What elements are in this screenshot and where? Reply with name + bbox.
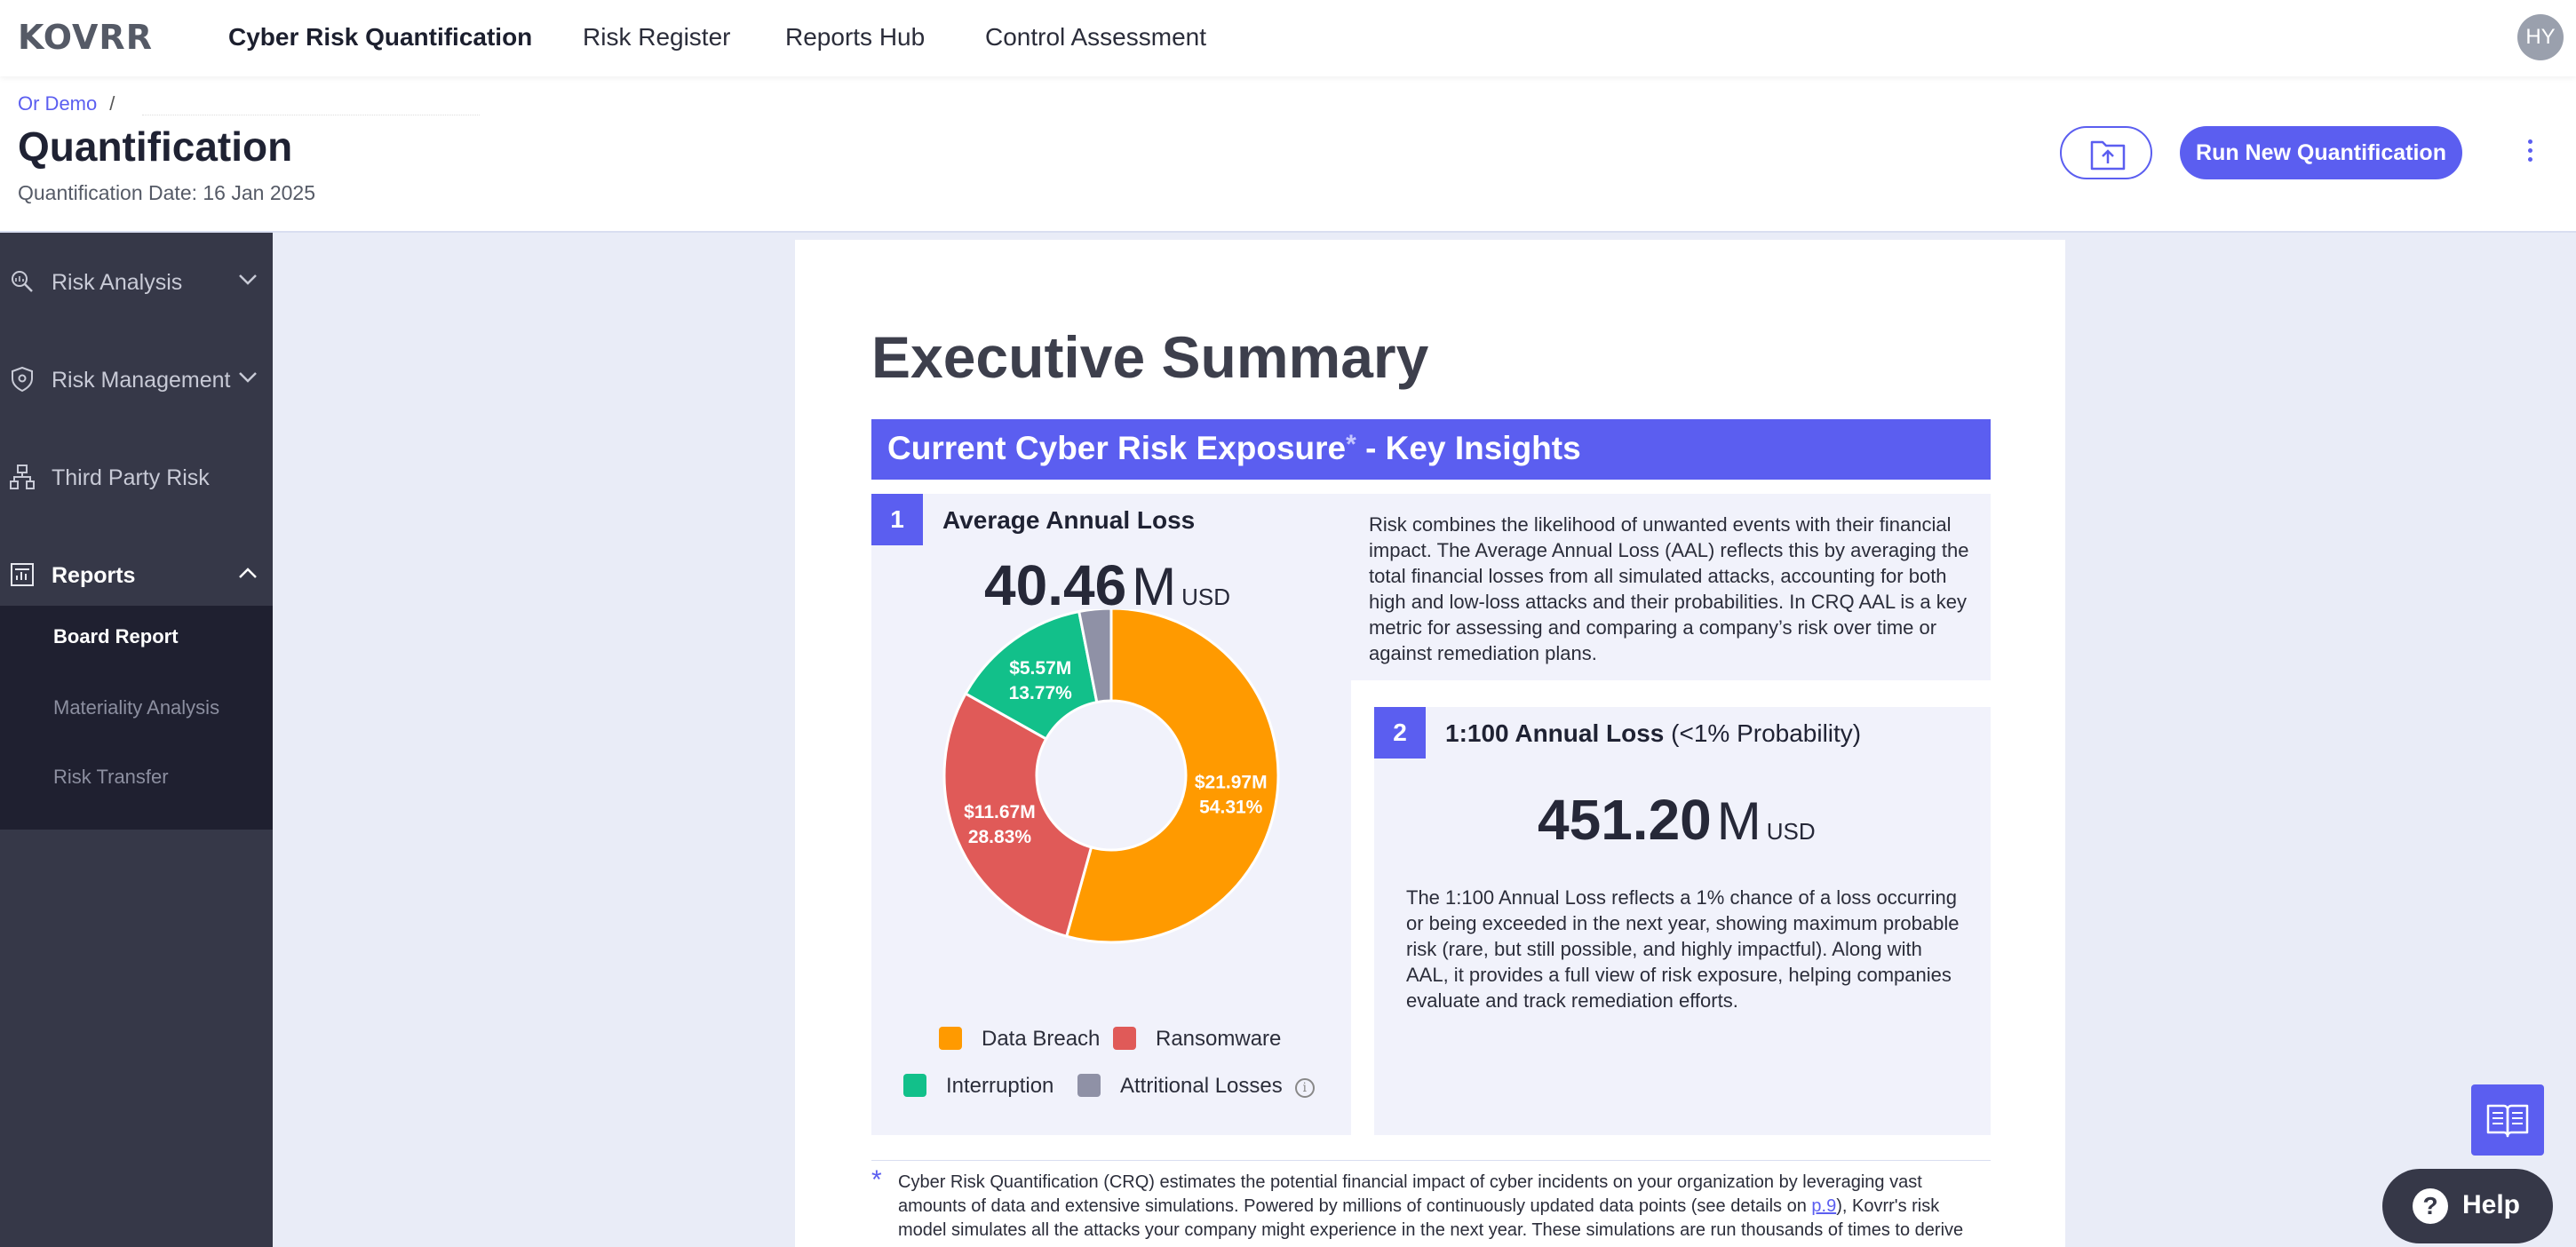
slice-value-label: $5.57M: [1009, 658, 1071, 679]
section-number-badge: 1: [871, 494, 923, 545]
sidebar-subitem-board-report[interactable]: Board Report: [53, 625, 179, 647]
loss-100-panel: 2 1:100 Annual Loss (<1% Probability) 45…: [1374, 707, 1991, 1135]
legend-swatch: [1113, 1027, 1136, 1050]
donut-slice-interruption[interactable]: [964, 609, 1099, 741]
kovrr-logo[interactable]: KOVRR: [18, 18, 153, 57]
legend-label: Ransomware: [1156, 1027, 1282, 1051]
aal-value: 40.46 M USD: [984, 552, 1230, 618]
breadcrumb-link-or-demo[interactable]: Or Demo: [18, 92, 98, 115]
footnote-part-a: Cyber Risk Quantification (CRQ) estimate…: [898, 1172, 1922, 1216]
footnote-star: *: [871, 1165, 882, 1195]
user-avatar[interactable]: HY: [2517, 14, 2564, 60]
sidebar-item-label: Reports: [52, 563, 136, 588]
aal-currency: USD: [1181, 584, 1231, 610]
report-page: Executive Summary Current Cyber Risk Exp…: [795, 240, 2065, 1247]
search-chart-icon: [12, 271, 33, 292]
breadcrumb: Or Demo /: [18, 92, 115, 115]
loss-100-description: The 1:100 Annual Loss reflects a 1% chan…: [1406, 886, 1960, 1012]
help-label: Help: [2462, 1190, 2521, 1219]
slice-percent-label: 54.31%: [1199, 797, 1263, 817]
sidebar-item-reports[interactable]: Reports: [0, 549, 273, 602]
nav-risk-register[interactable]: Risk Register: [583, 23, 731, 51]
sidebar-subitem-materiality-analysis[interactable]: Materiality Analysis: [53, 696, 220, 719]
legend-label: Interruption: [946, 1074, 1054, 1098]
aal-panel: 1 Average Annual Loss 40.46 M USD $21.97M 5…: [871, 494, 1351, 1135]
banner-star: *: [1346, 430, 1356, 459]
shield-icon: [12, 366, 33, 393]
chevron-up-icon: [239, 568, 257, 578]
chevron-down-icon: [239, 372, 257, 383]
sidebar-item-third-party-risk[interactable]: Third Party Risk: [0, 451, 273, 504]
loss-100-number: 451.20: [1538, 788, 1712, 852]
export-icon: [2090, 140, 2126, 171]
legend-swatch: [1077, 1074, 1101, 1097]
breadcrumb-separator: /: [109, 92, 115, 115]
sidebar: Risk Analysis Risk Management Third Part…: [0, 233, 273, 1247]
report-title: Executive Summary: [871, 324, 1429, 390]
help-button[interactable]: ? Help: [2382, 1169, 2553, 1243]
sidebar-subitem-risk-transfer[interactable]: Risk Transfer: [53, 766, 169, 788]
nav-control-assessment[interactable]: Control Assessment: [985, 23, 1206, 51]
loss-100-currency: USD: [1766, 818, 1816, 845]
info-icon[interactable]: i: [1294, 1078, 1315, 1098]
legend-label: Data Breach: [982, 1027, 1101, 1051]
footnote-part-b: ), Kovrr's risk model simulates all the …: [898, 1196, 1964, 1240]
section-number-badge: 2: [1374, 707, 1426, 759]
aal-unit: M: [1132, 557, 1177, 616]
quantification-date: Quantification Date: 16 Jan 2025: [18, 181, 316, 204]
sidebar-item-risk-analysis[interactable]: Risk Analysis: [0, 256, 273, 309]
sidebar-item-label: Risk Analysis: [52, 270, 183, 295]
aal-title: Average Annual Loss: [942, 506, 1196, 534]
slice-value-label: $21.97M: [1195, 772, 1268, 792]
documentation-button[interactable]: [2471, 1084, 2544, 1156]
slice-percent-label: 13.77%: [1009, 683, 1073, 703]
loss-100-unit: M: [1716, 791, 1761, 851]
top-navigation: KOVRR Cyber Risk Quantification Risk Reg…: [0, 0, 2576, 76]
loss-100-value: 451.20 M USD: [1538, 787, 1816, 853]
legend-ransomware[interactable]: Ransomware: [1113, 1027, 1281, 1052]
report-icon: [11, 563, 34, 586]
slice-value-label: $11.67M: [964, 802, 1036, 822]
question-icon: ?: [2413, 1188, 2448, 1224]
slice-percent-label: 28.83%: [968, 827, 1032, 847]
legend-label: Attritional Losses: [1120, 1074, 1283, 1098]
banner-suffix: - Key Insights: [1356, 430, 1581, 466]
donut-slice-ransomware[interactable]: [942, 691, 1093, 938]
donut-slice-attritional-losses[interactable]: [1077, 609, 1113, 704]
footnote-divider: [871, 1160, 1991, 1161]
nav-reports-hub[interactable]: Reports Hub: [785, 23, 926, 51]
loss-100-title-bold: 1:100 Annual Loss: [1445, 719, 1665, 747]
reports-submenu: Board Report Materiality Analysis Risk T…: [0, 606, 273, 830]
banner-title: Current Cyber Risk Exposure: [887, 430, 1347, 466]
section-banner: Current Cyber Risk Exposure* - Key Insig…: [871, 419, 1991, 480]
legend-data-breach[interactable]: Data Breach: [939, 1027, 1100, 1052]
page-header: Or Demo / Quantification Quantification D…: [0, 76, 2576, 233]
sidebar-item-label: Risk Management: [52, 368, 231, 393]
more-options-icon[interactable]: [2521, 135, 2539, 171]
legend-swatch: [939, 1027, 962, 1050]
loss-100-title: 1:100 Annual Loss (<1% Probability): [1445, 719, 1861, 748]
network-icon: [10, 465, 35, 489]
sidebar-item-risk-management[interactable]: Risk Management: [0, 353, 273, 407]
breadcrumb-current-input[interactable]: [142, 89, 480, 115]
loss-100-title-probability: (<1% Probability): [1664, 719, 1862, 747]
chevron-down-icon: [239, 274, 257, 285]
book-icon: [2486, 1104, 2529, 1138]
attack-type-donut-chart: $21.97M 54.31% $11.67M 28.83% $5.57M 13.77%: [942, 609, 1280, 944]
legend-interruption[interactable]: Interruption: [903, 1074, 1053, 1099]
footnote-text: Cyber Risk Quantification (CRQ) estimate…: [898, 1171, 1991, 1243]
donut-slice-data-breach[interactable]: [1064, 609, 1280, 944]
run-new-quantification-button[interactable]: Run New Quantification: [2180, 126, 2462, 179]
legend-swatch: [903, 1074, 926, 1097]
aal-description-panel: Risk combines the likelihood of unwanted…: [1351, 494, 1991, 680]
nav-cyber-risk-quantification[interactable]: Cyber Risk Quantification: [228, 23, 533, 51]
footnote-page-link[interactable]: p.9: [1811, 1196, 1837, 1216]
aal-description: Risk combines the likelihood of unwanted…: [1369, 513, 1969, 664]
legend-attritional-losses[interactable]: Attritional Losses i: [1077, 1074, 1315, 1099]
aal-number: 40.46: [984, 553, 1127, 617]
sidebar-item-label: Third Party Risk: [52, 465, 210, 490]
export-button[interactable]: [2060, 126, 2152, 179]
page-title: Quantification: [18, 123, 293, 170]
